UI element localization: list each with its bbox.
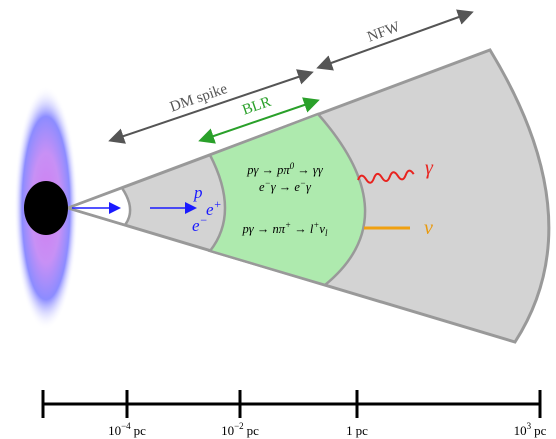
part: γ → e: [271, 180, 301, 194]
base: 10: [514, 423, 527, 438]
nfw-label: NFW: [365, 19, 403, 46]
base: 10: [221, 423, 234, 438]
part: pγ → pπ: [246, 163, 290, 177]
proton: p: [193, 183, 203, 202]
nu-label: ν: [424, 217, 433, 239]
diagram: DM spike NFW BLR p e+ e− pγ → pπ0 → γγ e…: [0, 0, 556, 439]
black-hole: [24, 181, 68, 235]
part: → l: [291, 222, 314, 236]
part: → γγ: [294, 163, 324, 177]
scale-axis: [43, 390, 540, 418]
sup: −: [200, 213, 208, 227]
gamma-label: γ: [425, 157, 434, 179]
unit: pc: [356, 423, 369, 438]
unit: pc: [134, 423, 147, 438]
blr-label: BLR: [240, 94, 273, 119]
base: 1: [346, 423, 353, 438]
exp: 3: [527, 421, 532, 431]
part: pγ → nπ: [242, 222, 286, 236]
unit: pc: [534, 423, 547, 438]
sup: +: [214, 197, 222, 211]
exp: −4: [121, 421, 131, 431]
reaction: pγ → pπ0 → γγ: [246, 161, 324, 177]
base: 10: [108, 423, 121, 438]
exp: −2: [234, 421, 244, 431]
unit: pc: [247, 423, 260, 438]
